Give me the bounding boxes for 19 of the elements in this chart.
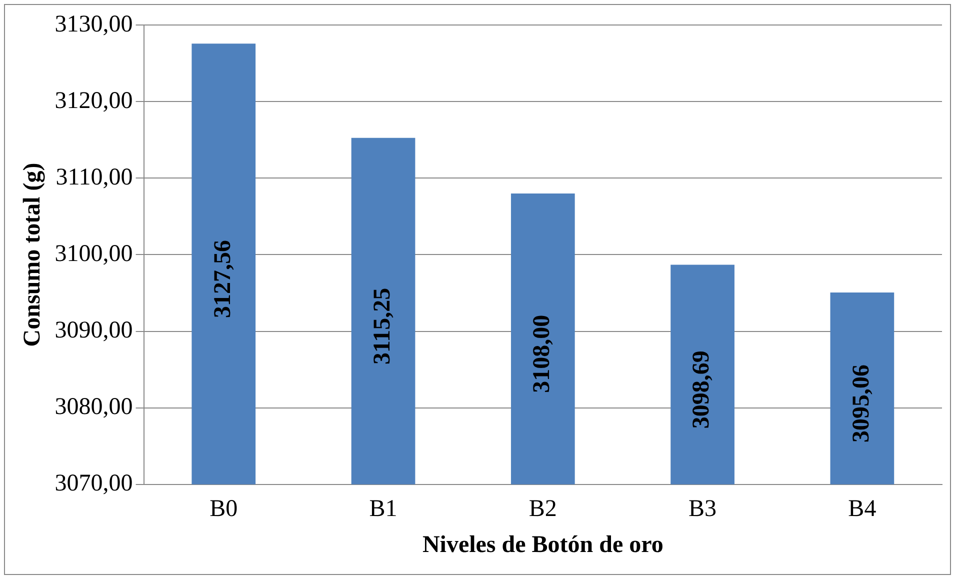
x-axis-title: Niveles de Botón de oro: [422, 532, 664, 558]
y-tick-label: 3110,00: [56, 164, 133, 190]
x-tick-label: B3: [688, 496, 717, 522]
data-label: 3095,06: [848, 364, 874, 442]
x-tick-label: B2: [528, 496, 557, 522]
data-label: 3127,56: [210, 240, 236, 318]
data-label: 3115,25: [369, 288, 396, 365]
y-tick-label: 3090,00: [54, 318, 133, 344]
y-tick-label: 3120,00: [54, 88, 133, 114]
y-tick-label: 3130,00: [54, 11, 133, 38]
x-tick-label: B4: [848, 496, 876, 522]
y-tick-label: 3080,00: [54, 394, 133, 420]
x-tick-label: B0: [210, 496, 238, 522]
y-axis-title: Consumo total (g): [20, 162, 46, 347]
data-label: 3108,00: [529, 314, 556, 393]
data-label: 3098,69: [688, 350, 715, 429]
x-tick-label: B1: [369, 496, 398, 522]
y-tick-label: 3100,00: [54, 240, 133, 267]
y-tick-label: 3070,00: [54, 470, 133, 497]
